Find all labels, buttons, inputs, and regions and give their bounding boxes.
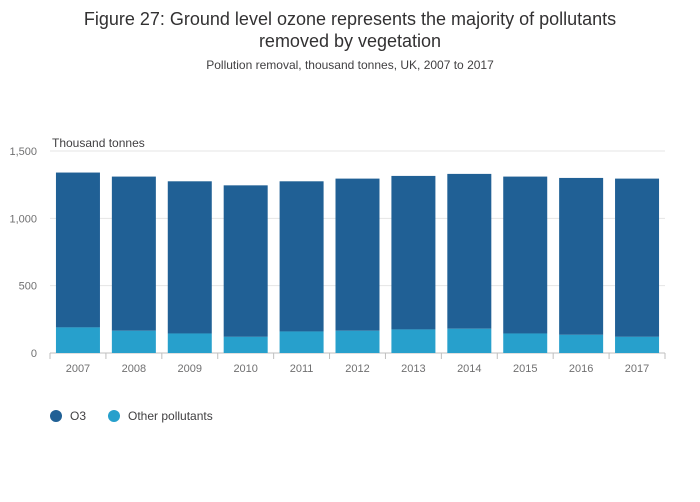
bar-other-pollutants-2009[interactable] [167, 333, 212, 353]
bar-o3-2014[interactable] [447, 173, 492, 329]
x-tick-label: 2014 [457, 363, 481, 375]
bar-other-pollutants-2017[interactable] [615, 336, 660, 353]
y-tick-label: 500 [19, 281, 37, 293]
legend-swatch-o3 [50, 410, 62, 422]
bar-o3-2012[interactable] [335, 178, 380, 331]
legend-item-other-pollutants[interactable]: Other pollutants [108, 409, 213, 423]
bars [55, 172, 660, 353]
x-tick-label: 2010 [233, 363, 257, 375]
y-tick-label: 1,000 [9, 213, 37, 225]
bar-other-pollutants-2010[interactable] [223, 336, 268, 353]
legend-item-o3[interactable]: O3 [50, 409, 86, 423]
bar-other-pollutants-2012[interactable] [335, 330, 380, 353]
chart-title-line-1: Figure 27: Ground level ozone represents… [83, 9, 617, 29]
bar-other-pollutants-2011[interactable] [279, 331, 324, 353]
y-axis-label: Thousand tonnes [52, 136, 145, 150]
legend-label-other-pollutants: Other pollutants [128, 409, 213, 423]
x-tick-label: 2008 [122, 363, 146, 375]
bar-o3-2008[interactable] [111, 176, 156, 331]
bar-other-pollutants-2013[interactable] [391, 329, 436, 353]
legend: O3 Other pollutants [50, 409, 235, 423]
bar-o3-2015[interactable] [503, 176, 548, 334]
y-tick-label: 1,500 [9, 146, 37, 158]
bar-o3-2007[interactable] [55, 172, 100, 328]
bar-o3-2011[interactable] [279, 181, 324, 332]
legend-label-o3: O3 [70, 409, 87, 423]
chart-subtitle: Pollution removal, thousand tonnes, UK, … [206, 58, 494, 72]
y-tick-label: 0 [31, 348, 37, 360]
bar-o3-2017[interactable] [615, 178, 660, 337]
x-tick-label: 2007 [66, 363, 90, 375]
bar-o3-2010[interactable] [223, 185, 268, 337]
x-tick-label: 2009 [178, 363, 202, 375]
x-tick-label: 2016 [569, 363, 593, 375]
bar-other-pollutants-2008[interactable] [111, 330, 156, 353]
bar-other-pollutants-2015[interactable] [503, 333, 548, 353]
bar-other-pollutants-2007[interactable] [55, 327, 100, 353]
bar-other-pollutants-2014[interactable] [447, 328, 492, 353]
bar-other-pollutants-2016[interactable] [559, 334, 604, 353]
x-tick-label: 2015 [513, 363, 537, 375]
bar-o3-2016[interactable] [559, 177, 604, 335]
bar-o3-2013[interactable] [391, 175, 436, 330]
x-tick-label: 2013 [401, 363, 425, 375]
y-axis-ticks: 0 500 1,000 1,500 [9, 146, 37, 360]
x-tick-label: 2011 [290, 363, 314, 375]
x-tick-label: 2017 [625, 363, 649, 375]
chart-title-line-2: removed by vegetation [258, 31, 442, 51]
chart-title: Figure 27: Ground level ozone represents… [0, 8, 700, 52]
x-tick-label: 2012 [345, 363, 369, 375]
bar-o3-2009[interactable] [167, 181, 212, 334]
legend-swatch-other-pollutants [108, 410, 121, 422]
x-axis-ticks: 2007 2008 2009 2010 2011 2012 2013 2014 2015 2016… [49, 353, 666, 375]
